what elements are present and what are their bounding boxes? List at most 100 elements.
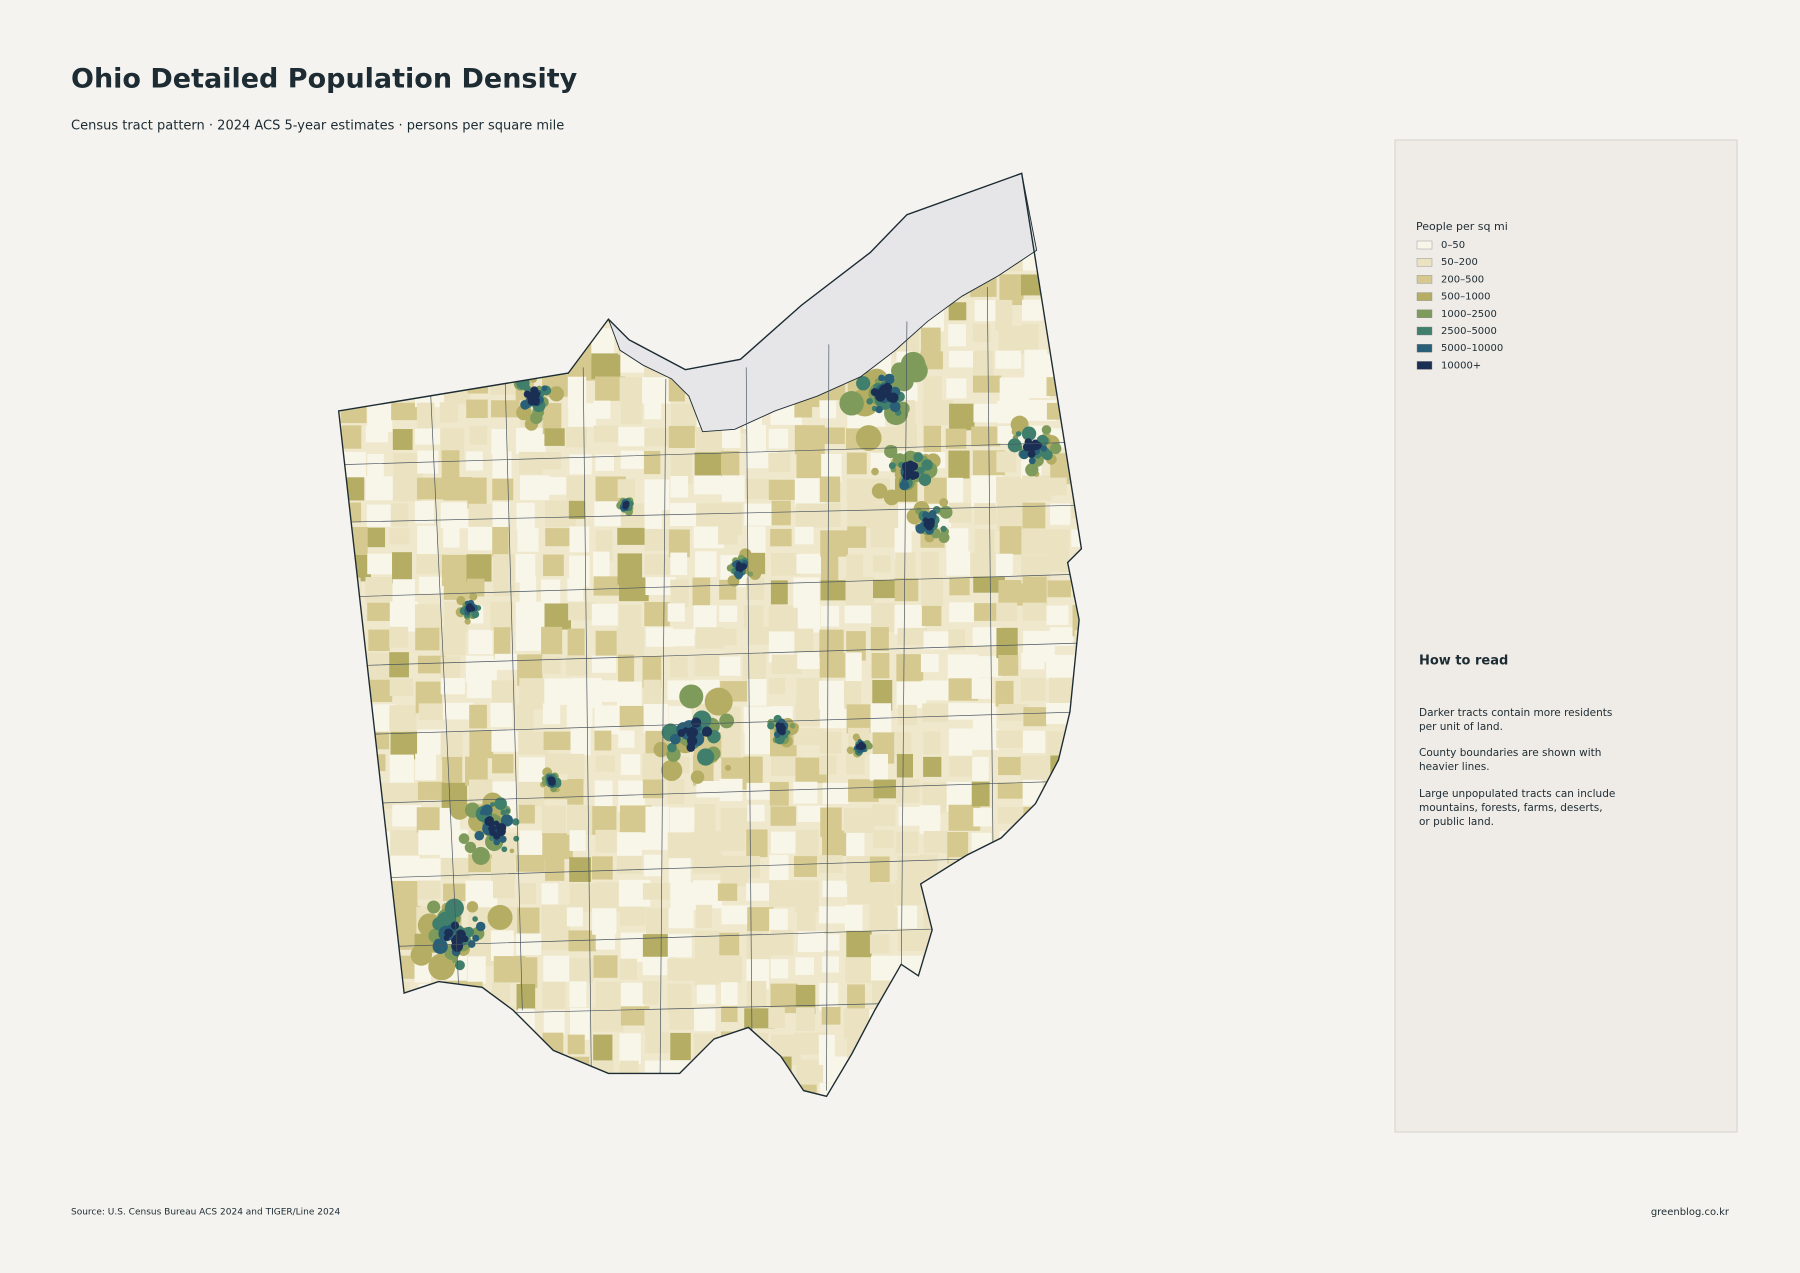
- tract: [519, 957, 538, 989]
- urban-tract: [927, 519, 934, 526]
- tract: [465, 251, 495, 270]
- tract: [440, 273, 471, 294]
- tract: [340, 477, 365, 501]
- tract: [768, 605, 799, 632]
- tract: [870, 527, 901, 548]
- tract: [1022, 502, 1046, 529]
- tract: [948, 324, 966, 347]
- tract: [566, 476, 586, 501]
- tract: [818, 176, 848, 208]
- tract: [797, 931, 824, 953]
- legend-swatch: [1416, 292, 1433, 301]
- tract: [340, 856, 358, 885]
- tract: [392, 476, 422, 502]
- tract: [492, 1033, 514, 1066]
- tract: [592, 225, 623, 249]
- urban-tract: [1024, 438, 1033, 446]
- tract: [846, 478, 877, 503]
- tract: [569, 1085, 600, 1097]
- tract: [516, 1032, 536, 1051]
- tract: [440, 626, 466, 656]
- tract: [620, 906, 646, 926]
- tract: [619, 1033, 641, 1065]
- tract: [847, 500, 873, 529]
- urban-tract: [549, 779, 556, 786]
- urban-tract: [884, 444, 898, 459]
- tract: [923, 425, 942, 457]
- tract: [467, 679, 493, 699]
- tract: [696, 277, 715, 300]
- urban-tract: [697, 748, 715, 766]
- tract: [367, 453, 384, 479]
- tract: [365, 731, 390, 750]
- tract: [770, 756, 802, 776]
- tract: [794, 1032, 826, 1055]
- tract: [620, 754, 641, 775]
- tract: [669, 1082, 694, 1097]
- tract: [340, 656, 367, 680]
- tract: [945, 956, 966, 975]
- tract: [797, 1084, 817, 1097]
- urban-tract: [889, 401, 901, 413]
- urban-tract: [512, 818, 520, 826]
- tract: [593, 173, 619, 206]
- note-line: mountains, forests, farms, deserts,: [1419, 802, 1603, 814]
- tract: [948, 302, 967, 321]
- tract: [771, 223, 803, 254]
- tract: [566, 805, 594, 835]
- tract: [365, 376, 388, 394]
- tract: [1020, 755, 1051, 781]
- tract: [642, 779, 664, 799]
- urban-tract: [913, 452, 924, 463]
- tract: [973, 576, 1005, 593]
- tract: [619, 705, 648, 727]
- tract: [389, 528, 410, 545]
- tract: [367, 527, 386, 548]
- tract: [416, 1057, 437, 1080]
- tract: [642, 377, 671, 404]
- tract: [1020, 274, 1049, 296]
- tract: [569, 454, 592, 475]
- urban-tract: [679, 684, 704, 709]
- tract: [593, 400, 611, 419]
- tract: [595, 829, 617, 853]
- tract: [516, 984, 536, 1010]
- urban-tract: [1040, 445, 1048, 452]
- tract: [869, 883, 895, 914]
- urban-tract: [839, 391, 864, 416]
- tract: [620, 399, 643, 425]
- tract: [392, 552, 412, 584]
- tract: [367, 175, 392, 200]
- urban-tract: [888, 462, 896, 470]
- tract: [366, 679, 393, 702]
- tract: [616, 855, 643, 874]
- tract: [844, 904, 863, 931]
- tract: [1021, 652, 1045, 670]
- tract: [490, 252, 523, 271]
- tract: [847, 984, 865, 1009]
- urban-tract: [939, 498, 949, 508]
- tract: [415, 627, 440, 651]
- legend-label: 5000–10000: [1441, 343, 1503, 354]
- tract: [617, 275, 636, 302]
- tract: [693, 880, 723, 909]
- tract: [695, 551, 717, 578]
- tract: [768, 452, 791, 473]
- legend-label: 50–200: [1441, 257, 1478, 268]
- tract: [897, 704, 917, 726]
- tract: [946, 1083, 969, 1097]
- tract: [719, 628, 737, 646]
- tract: [441, 858, 470, 879]
- tract: [540, 579, 561, 606]
- tract: [971, 781, 990, 807]
- tract: [995, 908, 1024, 939]
- tract: [617, 527, 645, 545]
- tract: [1072, 1060, 1082, 1080]
- urban-tract: [888, 392, 899, 403]
- tract: [746, 302, 777, 321]
- tract: [618, 427, 647, 447]
- tract: [996, 627, 1018, 659]
- tract: [668, 529, 690, 558]
- tract: [919, 854, 938, 878]
- tract: [465, 655, 497, 683]
